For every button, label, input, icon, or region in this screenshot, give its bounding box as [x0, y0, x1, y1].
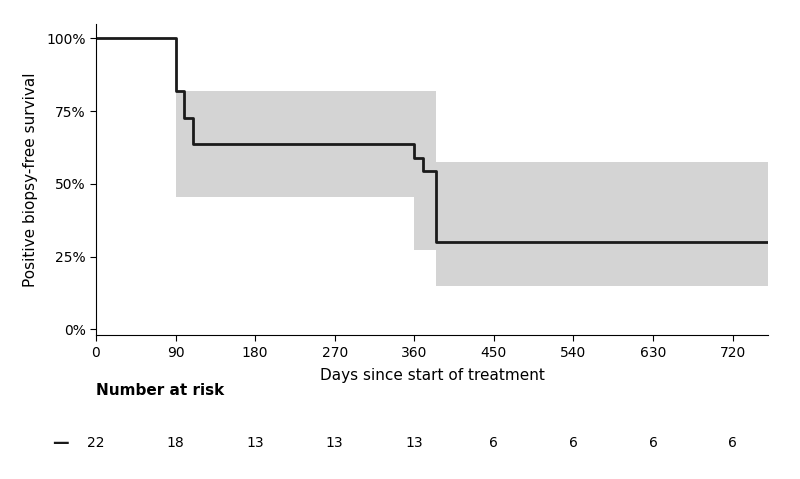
Text: 18: 18	[166, 436, 185, 450]
X-axis label: Days since start of treatment: Days since start of treatment	[319, 368, 545, 383]
Y-axis label: Positive biopsy-free survival: Positive biopsy-free survival	[22, 72, 38, 287]
Text: 13: 13	[326, 436, 343, 450]
Text: 13: 13	[246, 436, 264, 450]
Text: —: —	[52, 434, 68, 452]
Text: Number at risk: Number at risk	[96, 383, 224, 398]
Text: 6: 6	[490, 436, 498, 450]
Polygon shape	[175, 38, 768, 286]
Text: 6: 6	[649, 436, 658, 450]
Text: 13: 13	[406, 436, 423, 450]
Text: 6: 6	[569, 436, 578, 450]
Text: 6: 6	[728, 436, 737, 450]
Text: 22: 22	[87, 436, 105, 450]
